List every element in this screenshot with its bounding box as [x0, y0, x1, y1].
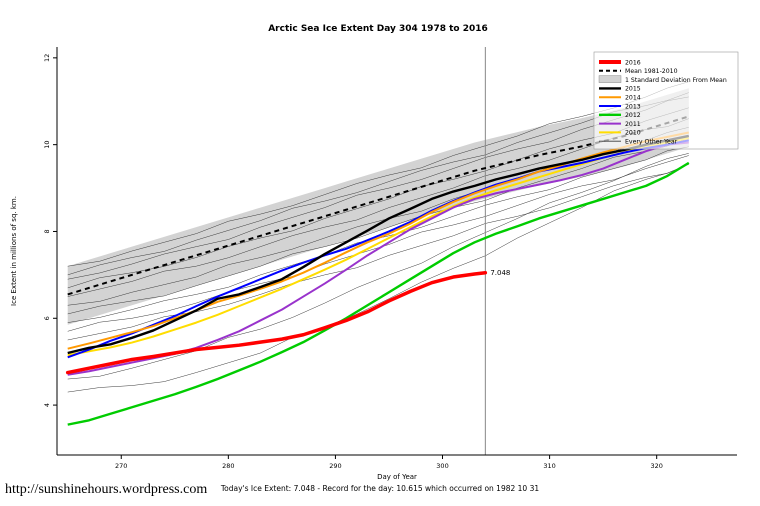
legend-label: Every Other Year [625, 139, 678, 146]
footer-note: Today's Ice Extent: 7.048 - Record for t… [220, 484, 539, 493]
x-axis-label: Day of Year [377, 473, 417, 481]
y-tick-label: 4 [43, 403, 51, 407]
y-tick-label: 12 [43, 54, 51, 62]
legend-swatch-band [598, 75, 622, 83]
legend-label: 2015 [625, 86, 641, 93]
x-tick-label: 310 [543, 462, 555, 470]
series-2014-line [67, 131, 690, 350]
legend-label: 2011 [625, 121, 641, 128]
x-tick-label: 300 [436, 462, 448, 470]
mean-line [67, 115, 690, 296]
legend-label: 2012 [625, 112, 641, 119]
legend-label: 2016 [625, 59, 641, 66]
y-tick-label: 8 [43, 229, 51, 233]
legend-label: 2013 [625, 103, 641, 110]
y-axis-label: Ice Extent in millions of sq. km. [10, 196, 18, 306]
plot-area: 7.048 270 280 290 300 310 320 4 6 8 10 12 [43, 47, 737, 470]
legend: 2016 Mean 1981-2010 1 Standard Deviation F… [593, 51, 739, 150]
current-extent-annotation: 7.048 [490, 269, 510, 277]
legend-label: 2010 [625, 130, 641, 137]
legend-label: Mean 1981-2010 [625, 68, 678, 75]
stddev-band [67, 88, 689, 325]
series-2012-line [67, 161, 690, 426]
other-year-line [67, 137, 689, 315]
series-2015-line [67, 134, 690, 355]
other-year-line [67, 146, 689, 323]
footer-url-link[interactable]: http://sunshinehours.wordpress.com [5, 482, 207, 497]
series-2013-line [67, 139, 690, 359]
x-tick-label: 280 [222, 462, 234, 470]
other-year-line [67, 153, 689, 380]
x-tick-label: 320 [650, 462, 662, 470]
y-tick-label: 6 [43, 316, 51, 320]
other-year-line [67, 155, 689, 332]
legend-label: 2014 [625, 95, 641, 102]
series-2016-line [65, 271, 488, 375]
chart-title: Arctic Sea Ice Extent Day 304 1978 to 20… [268, 24, 488, 34]
x-tick-label: 270 [115, 462, 127, 470]
other-year-line [67, 163, 689, 393]
series-2010-line [67, 137, 690, 357]
x-tick-label: 290 [329, 462, 341, 470]
legend-label: 1 Standard Deviation From Mean [625, 77, 727, 84]
y-tick-label: 10 [43, 141, 51, 149]
legend-box [593, 51, 739, 150]
